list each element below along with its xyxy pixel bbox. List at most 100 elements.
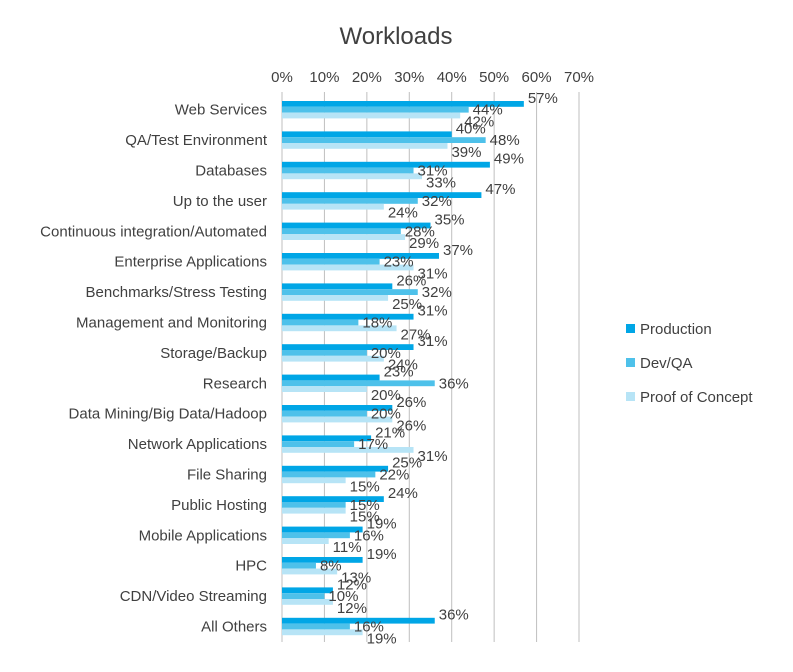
bar <box>282 167 414 174</box>
category-label: Storage/Backup <box>160 345 267 362</box>
x-tick-label: 0% <box>271 69 293 86</box>
category-label: File Sharing <box>187 467 267 484</box>
bar <box>282 289 418 295</box>
data-label: 12% <box>337 576 367 593</box>
data-label: 28% <box>405 223 435 240</box>
bar <box>282 228 401 235</box>
data-label: 22% <box>379 467 409 484</box>
bar <box>282 526 363 533</box>
data-label: 26% <box>396 272 426 289</box>
category-label: Research <box>203 375 267 392</box>
x-tick-label: 30% <box>394 69 424 86</box>
data-label: 15% <box>350 497 380 514</box>
x-tick-label: 20% <box>352 69 382 86</box>
data-label: 42% <box>464 114 494 131</box>
bar <box>282 198 418 204</box>
category-label: QA/Test Environment <box>125 132 268 149</box>
data-label: 24% <box>388 485 418 502</box>
bar <box>282 562 316 569</box>
data-label: 39% <box>451 144 481 161</box>
bar <box>282 447 414 453</box>
data-label: 32% <box>422 193 452 210</box>
data-label: 26% <box>396 394 426 411</box>
x-tick-label: 60% <box>522 69 552 86</box>
data-label: 16% <box>354 527 384 544</box>
bar <box>282 319 359 326</box>
category-label: CDN/Video Streaming <box>120 588 267 605</box>
bar <box>282 502 346 508</box>
bar <box>282 477 346 484</box>
data-label: 11% <box>333 539 362 556</box>
data-label: 8% <box>320 558 342 575</box>
bar <box>282 496 384 502</box>
data-label: 40% <box>456 120 486 137</box>
bar <box>282 441 355 447</box>
bar <box>282 471 376 478</box>
bar <box>282 161 490 168</box>
data-label: 48% <box>490 132 520 149</box>
data-label: 31% <box>418 448 448 465</box>
data-label: 24% <box>388 357 418 374</box>
bar <box>282 416 393 423</box>
data-label: 33% <box>426 174 456 191</box>
category-label: Public Hosting <box>171 497 267 514</box>
bar <box>282 410 367 417</box>
bar <box>282 623 350 630</box>
category-label: Mobile Applications <box>139 527 267 544</box>
data-label: 44% <box>473 102 503 119</box>
bar <box>282 568 338 575</box>
data-label: 31% <box>418 163 448 180</box>
data-label: 27% <box>401 326 431 343</box>
bar <box>282 253 439 259</box>
data-label: 23% <box>384 364 414 381</box>
category-label: Management and Monitoring <box>76 315 267 332</box>
legend-swatch <box>626 392 635 401</box>
bar <box>282 112 461 119</box>
data-label: 25% <box>392 296 422 313</box>
legend: Production Dev/QA Proof of Concept <box>626 321 753 406</box>
data-label: 36% <box>439 607 469 624</box>
x-tick-label: 10% <box>309 69 339 86</box>
bar <box>282 386 367 392</box>
bar <box>282 538 329 544</box>
legend-label: Proof of Concept <box>640 389 753 406</box>
data-label: 25% <box>392 455 422 472</box>
bar <box>282 374 380 381</box>
data-label: 49% <box>494 151 524 168</box>
data-label: 17% <box>358 436 388 453</box>
data-label: 23% <box>384 254 414 271</box>
data-label: 24% <box>388 205 418 222</box>
bar <box>282 435 372 442</box>
data-label: 20% <box>371 406 401 423</box>
bar <box>282 173 423 180</box>
data-label: 19% <box>367 546 397 563</box>
category-label: All Others <box>201 619 267 636</box>
grid-layer <box>281 92 580 642</box>
bar <box>282 405 393 411</box>
bar <box>282 222 431 229</box>
x-tick-label: 40% <box>437 69 467 86</box>
bar <box>282 325 397 332</box>
bar <box>282 192 482 198</box>
category-label: Benchmarks/Stress Testing <box>86 284 267 301</box>
bar <box>282 264 414 271</box>
data-label: 26% <box>396 418 426 435</box>
data-label: 21% <box>375 424 405 441</box>
bar <box>282 258 380 265</box>
data-label: 31% <box>418 303 448 320</box>
category-label: Databases <box>195 163 267 180</box>
data-label: 36% <box>439 375 469 392</box>
bar <box>282 344 414 350</box>
category-label: HPC <box>235 558 267 575</box>
category-label: Web Services <box>175 102 267 119</box>
data-label: 31% <box>418 333 448 350</box>
data-label: 20% <box>371 387 401 404</box>
data-label: 19% <box>367 516 397 533</box>
data-label: 18% <box>362 315 392 332</box>
legend-swatch <box>626 324 635 333</box>
category-label: Enterprise Applications <box>114 254 267 271</box>
bar <box>282 617 435 624</box>
bar <box>282 355 384 362</box>
